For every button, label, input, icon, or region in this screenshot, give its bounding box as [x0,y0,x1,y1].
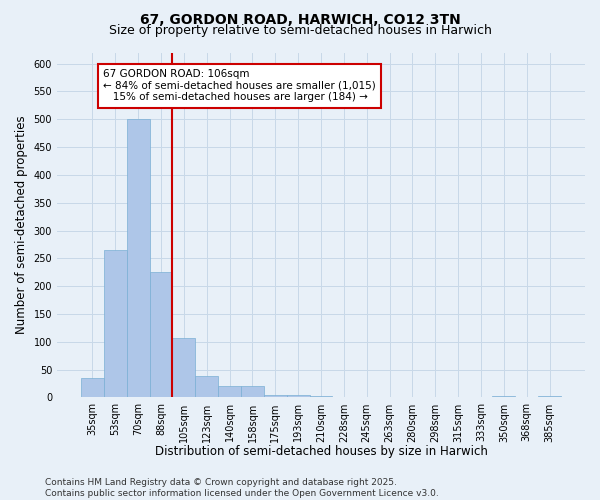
Bar [104,250,127,398]
Y-axis label: Number of semi-detached properties: Number of semi-detached properties [15,116,28,334]
Bar [287,394,310,398]
Bar [218,386,241,398]
Bar [493,396,515,398]
Bar [172,338,196,398]
Text: 67, GORDON ROAD, HARWICH, CO12 3TN: 67, GORDON ROAD, HARWICH, CO12 3TN [140,12,460,26]
Bar [538,396,561,398]
Bar [81,378,104,398]
Bar [241,386,264,398]
Bar [149,272,172,398]
X-axis label: Distribution of semi-detached houses by size in Harwich: Distribution of semi-detached houses by … [155,444,487,458]
Bar [196,376,218,398]
Bar [264,394,287,398]
Text: 67 GORDON ROAD: 106sqm
← 84% of semi-detached houses are smaller (1,015)
   15% : 67 GORDON ROAD: 106sqm ← 84% of semi-det… [103,69,376,102]
Text: Size of property relative to semi-detached houses in Harwich: Size of property relative to semi-detach… [109,24,491,37]
Text: Contains HM Land Registry data © Crown copyright and database right 2025.
Contai: Contains HM Land Registry data © Crown c… [45,478,439,498]
Bar [127,120,149,398]
Bar [310,396,332,398]
